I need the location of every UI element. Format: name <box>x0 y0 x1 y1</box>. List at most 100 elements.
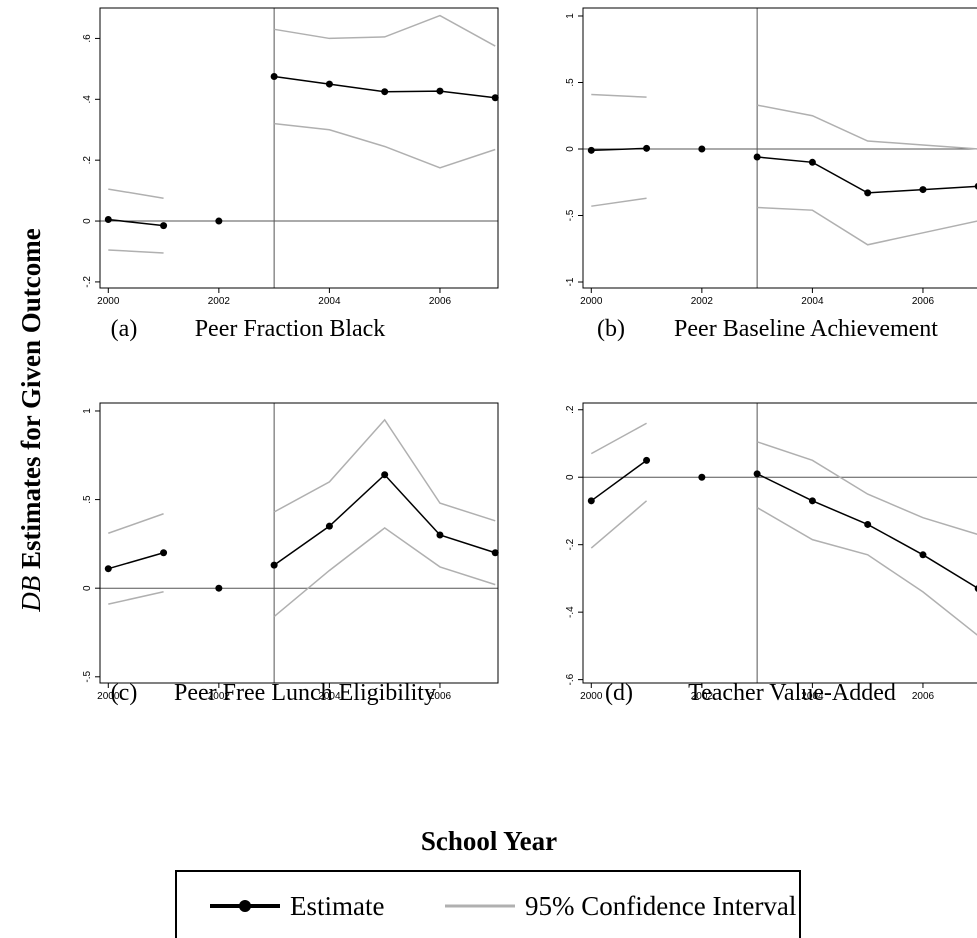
ci-line <box>756 441 977 535</box>
ci-line <box>591 93 647 98</box>
ci-line <box>108 249 164 254</box>
estimate-point <box>104 565 112 573</box>
estimate-point <box>160 549 168 557</box>
x-tick-label: 2002 <box>691 296 714 307</box>
estimate-line <box>757 156 977 194</box>
x-tick-label: 2000 <box>97 691 120 702</box>
estimate-point <box>215 217 223 225</box>
y-tick-label: 1 <box>565 13 576 19</box>
x-tick-label: 2006 <box>912 296 935 307</box>
estimate-point <box>436 531 444 539</box>
plot-frame <box>582 402 977 684</box>
panel-label: (b) <box>597 316 625 342</box>
y-tick-label: 0 <box>82 218 93 224</box>
estimate-point <box>919 186 927 194</box>
y-tick-label: -.2 <box>565 538 576 550</box>
y-axis-title-text: Estimates for Given Outcome <box>16 228 46 569</box>
estimate-line <box>273 473 496 566</box>
ci-line <box>757 206 977 246</box>
y-tick-label: .2 <box>565 405 576 414</box>
y-tick-label: 1 <box>82 408 93 414</box>
y-tick-label: 0 <box>565 474 576 480</box>
ci-line <box>756 104 977 150</box>
estimate-point <box>436 87 444 95</box>
y-tick-label: -.6 <box>565 673 576 685</box>
plot-frame <box>582 7 977 289</box>
estimate-point <box>587 497 595 505</box>
y-tick-label: .6 <box>82 34 93 43</box>
ci-line <box>108 513 164 534</box>
estimate-point <box>974 585 977 592</box>
ci-line <box>108 591 164 605</box>
ci-line <box>590 422 647 455</box>
estimate-point <box>587 146 595 154</box>
panel-caption: Teacher Value-Added <box>688 680 896 706</box>
estimate-point <box>643 144 651 152</box>
ci-line <box>273 418 496 522</box>
y-tick-label: .2 <box>82 156 93 165</box>
estimate-point <box>753 153 761 161</box>
ci-line <box>274 122 496 169</box>
y-tick-label: -1 <box>565 277 576 286</box>
y-axis-title-var: DB <box>16 576 46 613</box>
ci-line <box>590 500 648 549</box>
x-tick-label: 2006 <box>429 691 452 702</box>
panel-caption: Peer Fraction Black <box>195 316 386 342</box>
estimate-point <box>698 473 706 481</box>
x-tick-label: 2004 <box>801 296 824 307</box>
estimate-point <box>753 470 761 478</box>
estimate-line <box>590 459 648 502</box>
legend-estimate-dot <box>239 900 251 912</box>
panel-caption: Peer Baseline Achievement <box>674 316 938 342</box>
estimate-point <box>808 497 816 505</box>
ci-line <box>591 197 647 207</box>
plot-frame <box>99 402 499 684</box>
y-tick-label: .4 <box>82 95 93 104</box>
ci-line <box>108 188 164 199</box>
estimate-point <box>698 145 706 153</box>
y-tick-label: .5 <box>82 495 93 504</box>
estimate-point <box>381 88 389 96</box>
estimate-point <box>491 94 499 102</box>
x-tick-label: 2000 <box>580 691 603 702</box>
legend-box <box>175 870 801 938</box>
estimate-point <box>325 522 333 530</box>
x-tick-label: 2000 <box>97 296 120 307</box>
ci-line <box>273 527 496 618</box>
estimate-line <box>756 473 977 589</box>
estimate-line <box>591 147 647 152</box>
estimate-line <box>108 552 164 570</box>
x-tick-label: 2006 <box>912 691 935 702</box>
x-axis-title: School Year <box>421 826 557 856</box>
estimate-point <box>864 189 872 197</box>
estimate-point <box>381 471 389 479</box>
estimate-point <box>643 456 651 464</box>
x-tick-label: 2002 <box>208 691 231 702</box>
estimate-point <box>864 520 872 528</box>
y-tick-label: -.4 <box>565 606 576 618</box>
estimate-point <box>215 584 223 592</box>
estimate-point <box>491 549 499 557</box>
ci-line <box>274 14 496 47</box>
estimate-point <box>104 216 112 224</box>
y-axis-title: DB Estimates for Given Outcome <box>16 228 46 612</box>
y-tick-label: 0 <box>565 146 576 152</box>
estimate-point <box>974 182 977 190</box>
y-tick-label: -.5 <box>565 209 576 221</box>
legend-label: Estimate <box>290 891 384 921</box>
plot-frame <box>99 7 499 289</box>
y-tick-label: -.2 <box>82 276 93 288</box>
y-tick-label: -.5 <box>82 671 93 683</box>
y-tick-label: 0 <box>82 585 93 591</box>
estimate-point <box>808 158 816 166</box>
estimate-point <box>270 72 278 80</box>
estimate-point <box>325 80 333 88</box>
legend-label: 95% Confidence Interval <box>525 891 796 921</box>
panel-label: (a) <box>111 316 138 342</box>
panel-label: (d) <box>605 680 633 706</box>
x-tick-label: 2004 <box>801 691 824 702</box>
estimate-line <box>108 218 164 227</box>
x-tick-label: 2004 <box>318 691 341 702</box>
estimate-point <box>270 561 278 569</box>
